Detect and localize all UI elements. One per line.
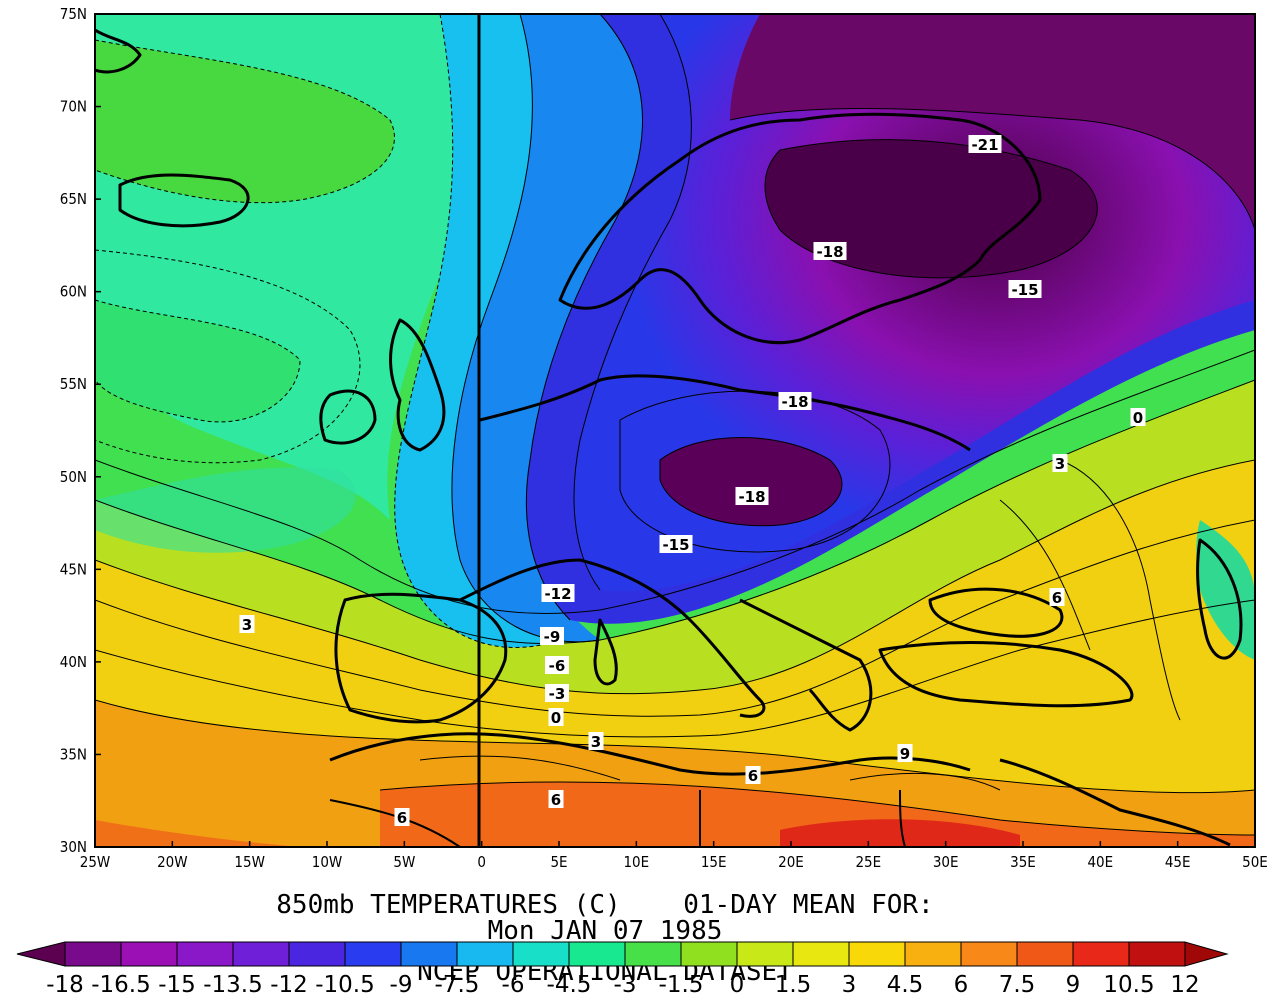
lon-tick-label: 35E bbox=[1010, 853, 1036, 871]
contour-labels: -21 -18 -15 -18 -18 -15 -12 -9 -6 -3 0 3 6 6 9 6 3 0 3 6 bbox=[239, 135, 1146, 827]
chart-title: 850mb TEMPERATURES (C) 01-DAY MEAN FOR: bbox=[276, 890, 934, 920]
lat-tick-label: 35N bbox=[60, 745, 87, 763]
chart-date: Mon JAN 07 1985 bbox=[487, 916, 723, 946]
svg-text:6: 6 bbox=[551, 791, 561, 809]
contour-label: 9 bbox=[897, 744, 913, 763]
contour-label: 3 bbox=[1052, 454, 1068, 473]
contour-label: -18 bbox=[778, 392, 812, 411]
contour-label: 6 bbox=[745, 766, 761, 785]
svg-text:3: 3 bbox=[242, 616, 252, 634]
lon-tick-label: 40E bbox=[1087, 853, 1113, 871]
lon-tick-label: 30E bbox=[933, 853, 959, 871]
contour-lines bbox=[95, 14, 1255, 836]
dataset-label: NCEP OPERATIONAL DATASET bbox=[417, 957, 793, 987]
contour-label: -18 bbox=[735, 487, 769, 506]
svg-text:0: 0 bbox=[551, 709, 561, 727]
svg-text:6: 6 bbox=[748, 767, 758, 785]
lon-tick-label: 15E bbox=[701, 853, 727, 871]
svg-text:3: 3 bbox=[591, 733, 601, 751]
svg-text:-18: -18 bbox=[816, 243, 843, 261]
lon-tick-label: 45E bbox=[1165, 853, 1191, 871]
lat-tick-label: 65N bbox=[60, 190, 87, 208]
svg-text:-12: -12 bbox=[544, 585, 571, 603]
lat-tick-label: 60N bbox=[60, 283, 87, 301]
lon-tick-label: 5E bbox=[550, 853, 567, 871]
lon-tick-label: 10E bbox=[623, 853, 649, 871]
lon-tick-label: 20W bbox=[157, 853, 188, 871]
svg-text:0: 0 bbox=[1133, 409, 1143, 427]
svg-text:-15: -15 bbox=[1011, 281, 1038, 299]
svg-text:-6: -6 bbox=[549, 657, 566, 675]
svg-text:3: 3 bbox=[1055, 455, 1065, 473]
lat-tick-label: 70N bbox=[60, 98, 87, 116]
svg-text:6: 6 bbox=[1052, 589, 1062, 607]
svg-text:-3: -3 bbox=[549, 685, 566, 703]
lat-tick-label: 45N bbox=[60, 560, 87, 578]
contour-label: -15 bbox=[1008, 280, 1042, 299]
svg-text:-15: -15 bbox=[662, 536, 689, 554]
latitude-axis: 75N 70N 65N 60N 55N 50N 45N 40N 35N 30N bbox=[60, 5, 101, 856]
contour-label: 6 bbox=[394, 808, 410, 827]
svg-text:-18: -18 bbox=[781, 393, 808, 411]
lat-tick-label: 40N bbox=[60, 653, 87, 671]
svg-text:-18: -18 bbox=[738, 488, 765, 506]
longitude-axis: 25W 20W 15W 10W 5W 0 5E 10E 15E 20E 25E 30E 35E 40E 45… bbox=[80, 841, 1268, 871]
lat-tick-label: 30N bbox=[60, 838, 87, 856]
contour-label: 0 bbox=[1130, 408, 1146, 427]
svg-text:-9: -9 bbox=[544, 628, 561, 646]
contour-label: -6 bbox=[545, 656, 569, 675]
contour-label: -9 bbox=[540, 627, 564, 646]
contour-label: -18 bbox=[813, 242, 847, 261]
lon-tick-label: 25E bbox=[855, 853, 881, 871]
lon-tick-label: 20E bbox=[778, 853, 804, 871]
lat-tick-label: 55N bbox=[60, 375, 87, 393]
contour-label: -15 bbox=[659, 535, 693, 554]
contour-label: 3 bbox=[588, 732, 604, 751]
contour-label: -21 bbox=[968, 135, 1002, 154]
contour-label: -3 bbox=[545, 684, 569, 703]
lon-tick-label: 10W bbox=[312, 853, 343, 871]
svg-text:6: 6 bbox=[397, 809, 407, 827]
svg-text:-21: -21 bbox=[971, 136, 998, 154]
lon-tick-label: 15W bbox=[234, 853, 265, 871]
contour-label: -12 bbox=[541, 584, 575, 603]
lon-tick-label: 50E bbox=[1242, 853, 1268, 871]
svg-text:9: 9 bbox=[900, 745, 910, 763]
lon-tick-label: 25W bbox=[80, 853, 111, 871]
contour-label: 6 bbox=[548, 790, 564, 809]
contour-label: 3 bbox=[239, 615, 255, 634]
temperature-field bbox=[95, 14, 1255, 847]
contour-label: 6 bbox=[1049, 588, 1065, 607]
plot-frame bbox=[94, 13, 1256, 848]
lon-tick-label: 0 bbox=[477, 853, 486, 871]
lat-tick-label: 75N bbox=[60, 5, 87, 23]
lat-tick-label: 50N bbox=[60, 468, 87, 486]
lon-tick-label: 5W bbox=[393, 853, 415, 871]
contour-label: 0 bbox=[548, 708, 564, 727]
